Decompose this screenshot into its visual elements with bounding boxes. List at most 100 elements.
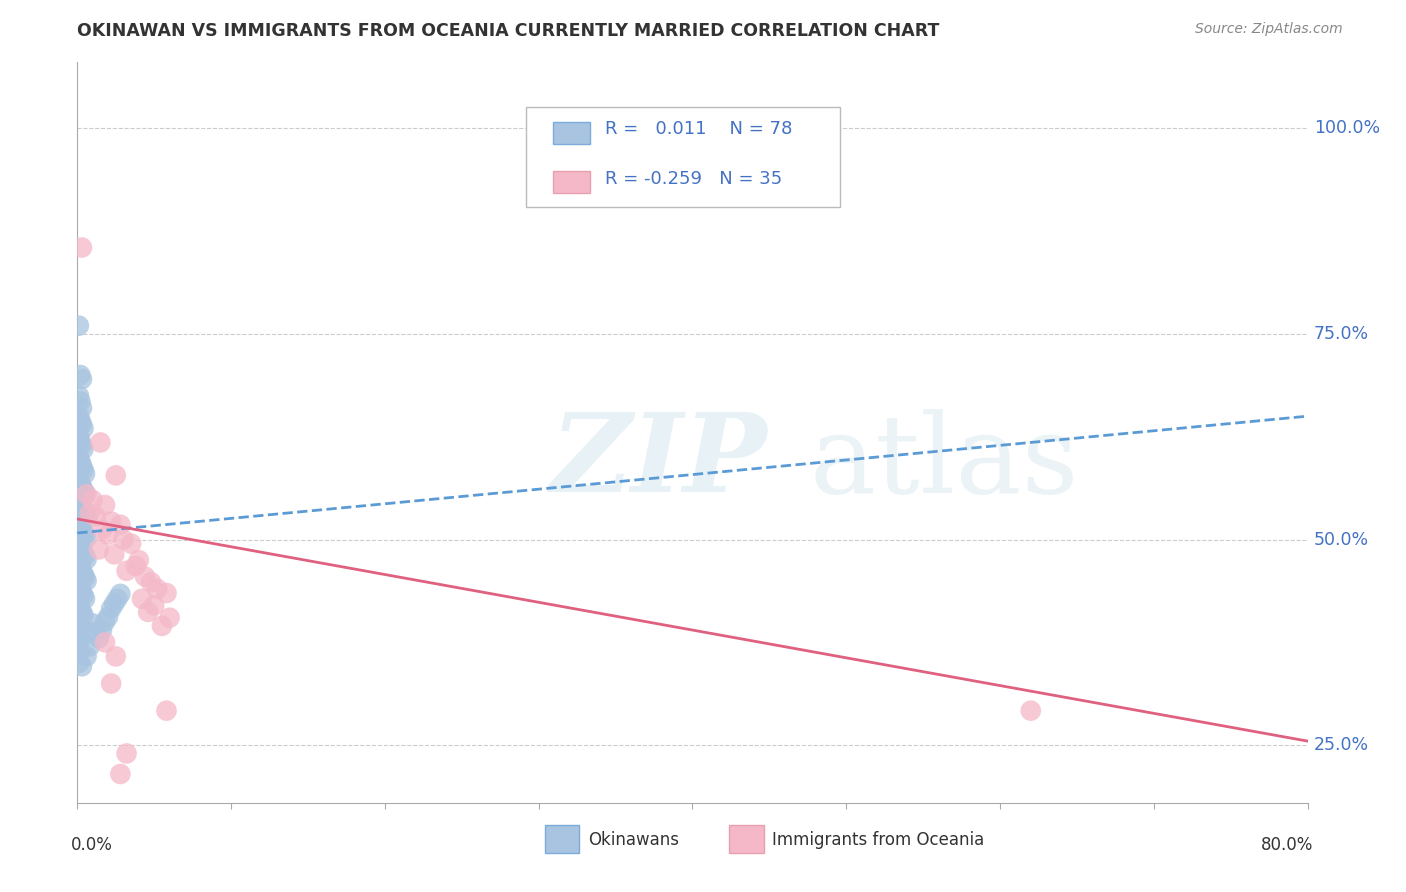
Point — [79, 506, 101, 520]
Point — [82, 493, 104, 508]
Text: 100.0%: 100.0% — [1313, 120, 1379, 137]
Point — [67, 450, 90, 465]
Point — [72, 503, 94, 517]
Point — [110, 517, 132, 532]
Point — [94, 615, 117, 629]
Point — [84, 509, 107, 524]
Point — [73, 591, 96, 606]
Text: ZIP: ZIP — [551, 409, 768, 516]
Point — [73, 467, 96, 481]
Point — [89, 435, 111, 450]
Point — [72, 546, 94, 560]
Point — [76, 649, 98, 664]
Point — [90, 623, 114, 637]
Point — [70, 417, 93, 432]
Point — [70, 438, 93, 452]
Point — [110, 587, 132, 601]
Text: Source: ZipAtlas.com: Source: ZipAtlas.com — [1195, 22, 1343, 37]
Point — [70, 542, 93, 557]
Point — [69, 539, 91, 553]
Point — [76, 531, 98, 545]
Text: 75.0%: 75.0% — [1313, 325, 1369, 343]
Point — [72, 462, 94, 476]
Point — [67, 318, 90, 333]
Point — [104, 468, 127, 483]
Text: 50.0%: 50.0% — [1313, 531, 1369, 549]
Point — [69, 560, 91, 574]
Point — [72, 608, 94, 623]
Point — [72, 589, 94, 603]
Point — [79, 640, 101, 654]
Point — [104, 649, 127, 664]
FancyBboxPatch shape — [526, 107, 841, 207]
Point — [69, 394, 91, 409]
Point — [67, 641, 90, 656]
Point — [67, 579, 90, 593]
Point — [120, 536, 142, 550]
Point — [70, 480, 93, 494]
Point — [134, 569, 156, 583]
Point — [69, 517, 91, 532]
Point — [67, 409, 90, 424]
Point — [100, 515, 122, 529]
Point — [155, 586, 177, 600]
Point — [159, 610, 181, 624]
Point — [115, 564, 138, 578]
Bar — [546, 825, 579, 853]
Point — [146, 582, 169, 596]
Point — [67, 599, 90, 613]
Point — [73, 527, 96, 541]
Point — [73, 549, 96, 563]
Point — [67, 493, 90, 508]
Point — [67, 388, 90, 402]
Point — [69, 454, 91, 468]
Point — [69, 644, 91, 658]
Point — [67, 558, 90, 572]
Point — [72, 442, 94, 456]
Point — [73, 570, 96, 584]
Point — [70, 659, 93, 673]
Point — [76, 552, 98, 566]
Point — [69, 496, 91, 510]
Point — [131, 591, 153, 606]
Point — [143, 599, 166, 613]
Point — [69, 368, 91, 382]
Point — [69, 632, 91, 647]
Point — [70, 585, 93, 599]
Point — [67, 615, 90, 629]
Point — [87, 632, 110, 646]
Bar — [554, 121, 591, 144]
Point — [82, 616, 104, 631]
Point — [141, 575, 163, 590]
Text: 80.0%: 80.0% — [1261, 836, 1313, 855]
Point — [69, 413, 91, 427]
Point — [84, 624, 107, 639]
Point — [67, 536, 90, 550]
Point — [103, 547, 125, 561]
Point — [94, 635, 117, 649]
Text: 0.0%: 0.0% — [72, 836, 112, 855]
Point — [67, 656, 90, 670]
Point — [69, 582, 91, 596]
Point — [97, 610, 120, 624]
Point — [69, 476, 91, 491]
Point — [70, 241, 93, 255]
Point — [100, 601, 122, 615]
Point — [136, 605, 159, 619]
Text: Okinawans: Okinawans — [588, 830, 679, 849]
Point — [94, 498, 117, 512]
Point — [67, 515, 90, 529]
Point — [87, 542, 110, 557]
Point — [155, 704, 177, 718]
Point — [70, 521, 93, 535]
Point — [72, 567, 94, 582]
Text: R =   0.011    N = 78: R = 0.011 N = 78 — [605, 120, 793, 138]
Point — [69, 434, 91, 448]
Point — [72, 524, 94, 539]
Point — [105, 591, 128, 606]
Point — [76, 574, 98, 588]
Point — [70, 605, 93, 619]
Point — [67, 630, 90, 644]
Point — [73, 506, 96, 520]
Text: OKINAWAN VS IMMIGRANTS FROM OCEANIA CURRENTLY MARRIED CORRELATION CHART: OKINAWAN VS IMMIGRANTS FROM OCEANIA CURR… — [77, 22, 939, 40]
